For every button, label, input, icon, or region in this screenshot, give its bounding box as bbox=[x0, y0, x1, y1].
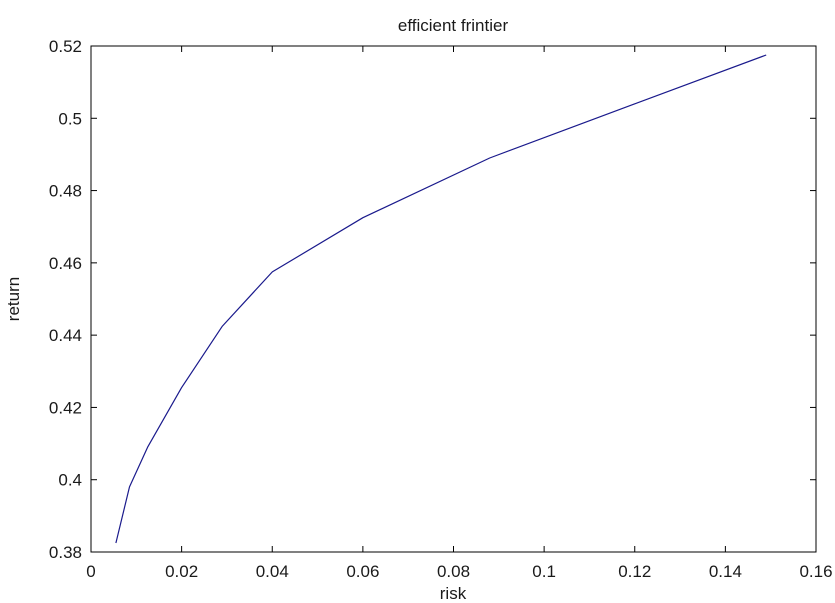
y-tick-label: 0.52 bbox=[49, 37, 82, 56]
y-tick-label: 0.44 bbox=[49, 326, 82, 345]
x-tick-label: 0.02 bbox=[165, 562, 198, 581]
x-tick-label: 0.04 bbox=[256, 562, 289, 581]
y-tick-label: 0.48 bbox=[49, 182, 82, 201]
y-tick-label: 0.5 bbox=[58, 109, 82, 128]
plot-frame bbox=[90, 45, 817, 553]
series-line bbox=[115, 54, 767, 544]
chart-title: efficient frintier bbox=[398, 16, 509, 35]
x-tick-label: 0.14 bbox=[709, 562, 742, 581]
y-tick-label: 0.42 bbox=[49, 398, 82, 417]
x-tick-label: 0.1 bbox=[532, 562, 556, 581]
x-tick-label: 0 bbox=[86, 562, 95, 581]
x-axis-label: risk bbox=[440, 584, 467, 603]
x-tick-label: 0.08 bbox=[437, 562, 470, 581]
x-tick-label: 0.06 bbox=[346, 562, 379, 581]
tick-labels: 0 0.02 0.04 0.06 0.08 0.1 0.12 0.14 0.16 0.38 0.4 0… bbox=[49, 37, 833, 581]
y-tick-label: 0.46 bbox=[49, 254, 82, 273]
y-tick-label: 0.4 bbox=[58, 471, 82, 490]
y-tick-label: 0.38 bbox=[49, 543, 82, 562]
x-tick-label: 0.16 bbox=[799, 562, 832, 581]
y-axis-label: return bbox=[4, 277, 23, 321]
series-layer bbox=[115, 54, 767, 544]
x-tick-label: 0.12 bbox=[618, 562, 651, 581]
